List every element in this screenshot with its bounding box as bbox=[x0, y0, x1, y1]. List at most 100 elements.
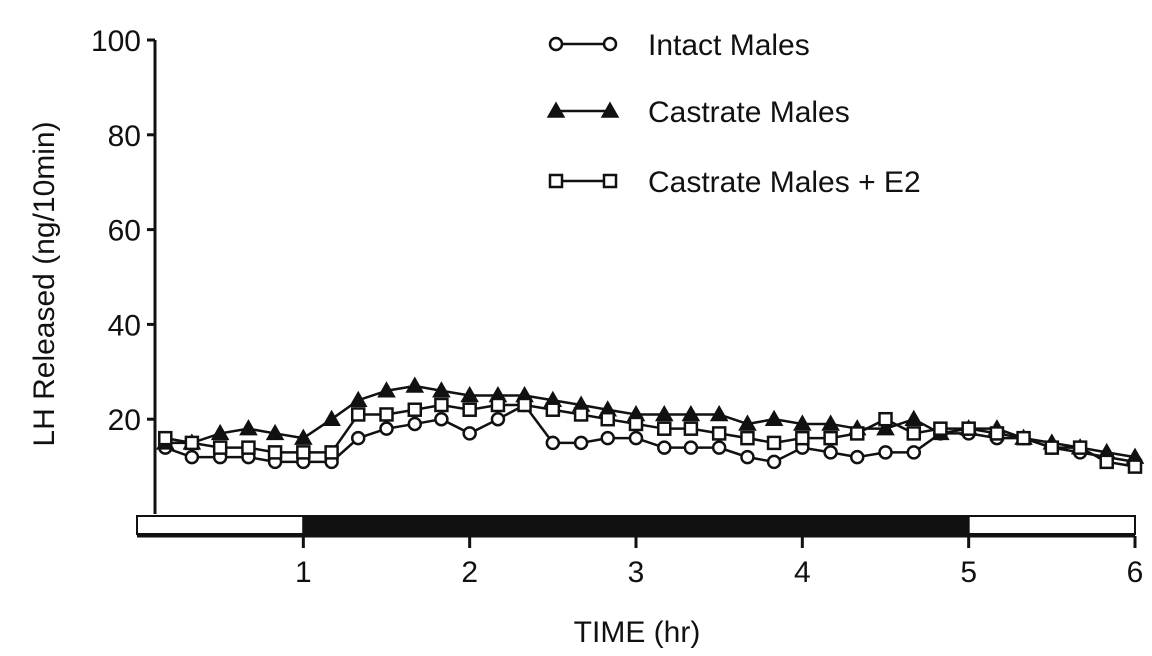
data-point bbox=[379, 407, 394, 422]
data-point bbox=[296, 445, 311, 460]
data-point bbox=[821, 414, 840, 431]
dark-phase-segment bbox=[302, 515, 970, 535]
data-point bbox=[600, 411, 615, 427]
data-point bbox=[823, 445, 838, 460]
data-point bbox=[348, 390, 368, 407]
data-point bbox=[210, 423, 230, 441]
data-point bbox=[407, 402, 423, 417]
x-tick-label: 4 bbox=[794, 556, 811, 589]
data-point bbox=[628, 416, 644, 432]
data-point bbox=[517, 397, 532, 413]
data-point bbox=[683, 421, 699, 436]
data-point bbox=[350, 430, 366, 446]
legend-marker bbox=[602, 36, 618, 52]
data-point bbox=[377, 381, 396, 398]
legend-label: Intact Males bbox=[648, 29, 810, 62]
data-point bbox=[460, 385, 479, 403]
data-point bbox=[849, 449, 865, 465]
data-point bbox=[933, 421, 948, 436]
data-point bbox=[989, 426, 1005, 441]
data-point bbox=[462, 426, 477, 441]
y-tick-label: 80 bbox=[108, 120, 141, 153]
x-axis-label: TIME (hr) bbox=[574, 616, 701, 649]
data-point bbox=[239, 419, 258, 436]
data-point bbox=[1016, 430, 1031, 446]
x-tick-label: 1 bbox=[295, 556, 312, 589]
y-axis-label: LH Released (ng/10min) bbox=[28, 121, 61, 446]
data-point bbox=[711, 440, 727, 455]
data-point bbox=[766, 454, 782, 470]
data-point bbox=[545, 435, 561, 451]
data-point bbox=[961, 421, 976, 436]
data-point bbox=[681, 404, 701, 422]
data-point bbox=[849, 426, 865, 441]
data-point bbox=[490, 411, 506, 427]
light-dark-bar bbox=[136, 515, 1137, 535]
data-point bbox=[657, 440, 672, 455]
data-point bbox=[265, 423, 285, 441]
data-point bbox=[683, 440, 699, 455]
y-tick-label: 20 bbox=[108, 404, 141, 437]
plot-area bbox=[155, 376, 1145, 474]
data-point bbox=[434, 411, 449, 427]
data-point bbox=[267, 445, 283, 460]
data-point bbox=[1072, 440, 1088, 455]
legend: Intact Males Castrate Males Castrate Males… bbox=[546, 29, 921, 199]
data-point bbox=[241, 440, 256, 455]
data-point bbox=[322, 409, 341, 426]
data-point bbox=[405, 376, 425, 393]
light-phase-segment bbox=[136, 515, 305, 535]
data-point bbox=[600, 430, 615, 446]
data-point bbox=[1099, 454, 1114, 470]
data-point bbox=[795, 430, 810, 446]
legend-marker bbox=[546, 101, 566, 118]
data-point bbox=[878, 445, 893, 460]
y-tick-label: 40 bbox=[108, 309, 141, 342]
legend-marker bbox=[600, 101, 620, 118]
data-point bbox=[740, 430, 755, 446]
data-point bbox=[379, 421, 394, 436]
data-point bbox=[823, 430, 838, 446]
legend-label: Castrate Males + E2 bbox=[648, 166, 921, 199]
data-point bbox=[158, 430, 173, 446]
data-point bbox=[324, 445, 339, 460]
data-point bbox=[212, 440, 228, 455]
data-point bbox=[876, 419, 895, 436]
data-point bbox=[711, 426, 727, 441]
data-point bbox=[740, 449, 755, 465]
data-point bbox=[1044, 440, 1060, 455]
data-point bbox=[432, 381, 451, 398]
data-point bbox=[1127, 459, 1143, 474]
data-point bbox=[350, 407, 366, 422]
data-point bbox=[709, 404, 729, 422]
x-tick-label: 5 bbox=[960, 556, 977, 589]
data-point bbox=[573, 407, 589, 422]
data-point bbox=[654, 404, 674, 422]
data-point bbox=[294, 428, 313, 445]
data-point bbox=[657, 421, 672, 436]
light-phase-segment bbox=[967, 515, 1137, 535]
series-2 bbox=[158, 397, 1143, 474]
data-point bbox=[545, 402, 561, 417]
x-tick-label: 3 bbox=[628, 556, 645, 589]
data-point bbox=[407, 416, 423, 432]
data-point bbox=[906, 426, 922, 441]
series-line bbox=[165, 384, 1136, 459]
data-point bbox=[434, 397, 449, 413]
legend-marker bbox=[548, 36, 564, 52]
legend-marker bbox=[548, 173, 564, 189]
data-point bbox=[184, 449, 200, 465]
data-point bbox=[764, 409, 784, 426]
data-point bbox=[738, 414, 757, 431]
data-point bbox=[904, 409, 924, 426]
data-point bbox=[878, 411, 893, 427]
data-point bbox=[628, 430, 644, 446]
legend-label: Castrate Males bbox=[648, 96, 850, 129]
y-tick-label: 100 bbox=[91, 25, 141, 58]
axes: 20 40 60 80 100 1 2 3 4 5 6 bbox=[91, 25, 1143, 589]
data-point bbox=[766, 435, 782, 451]
data-point bbox=[573, 435, 589, 451]
data-point bbox=[490, 397, 506, 413]
x-tick-label: 6 bbox=[1127, 556, 1144, 589]
